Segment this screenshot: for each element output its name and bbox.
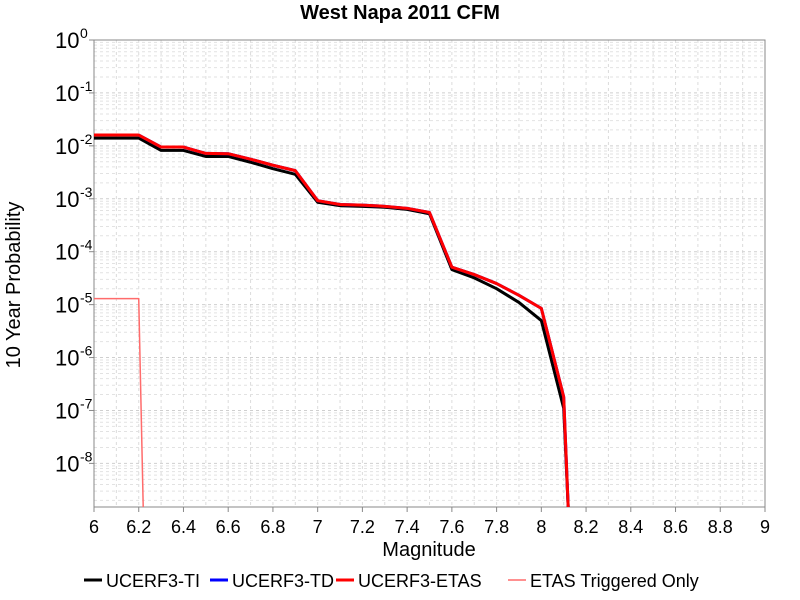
y-tick-label-exponent: -1: [80, 78, 93, 94]
x-tick-label: 6.8: [260, 517, 285, 537]
y-tick-label-base: 10: [55, 81, 79, 106]
legend: UCERF3-TI UCERF3-TD UCERF3-ETAS ETAS Trigge…: [84, 571, 699, 591]
y-tick-label-base: 10: [55, 187, 79, 212]
x-tick-label: 7.6: [439, 517, 464, 537]
x-tick-label: 6.2: [126, 517, 151, 537]
y-tick-label-base: 10: [55, 398, 79, 423]
x-tick-label: 7.4: [395, 517, 420, 537]
x-ticks-layer: 6 6.2 6.4 6.6 6.8 7 7.2 7.4 7.6 7.8 8 8.2 8.4 8.6 8.8 9: [89, 507, 770, 537]
y-axis-label: 10 Year Probability: [3, 202, 25, 369]
x-tick-label: 6.6: [216, 517, 241, 537]
x-tick-label: 9: [760, 517, 770, 537]
legend-item-label: UCERF3-TD: [232, 571, 334, 591]
x-tick-label: 8.4: [618, 517, 643, 537]
x-tick-label: 8.2: [574, 517, 599, 537]
x-tick-label: 8.6: [663, 517, 688, 537]
y-tick-label-base: 10: [55, 240, 79, 265]
x-tick-label: 7.2: [350, 517, 375, 537]
series-line-etas-triggered-only: [94, 297, 144, 507]
y-tick-label-exponent: -3: [80, 184, 93, 200]
y-tick-label-exponent: -5: [80, 290, 93, 306]
y-tick-label-exponent: -8: [80, 448, 93, 464]
grid-layer: [93, 39, 766, 507]
y-tick-label-exponent: -7: [80, 395, 93, 411]
x-tick-label: 7: [313, 517, 323, 537]
series-layer: [94, 133, 570, 507]
y-tick-label-base: 10: [55, 346, 79, 371]
x-tick-label: 6.4: [171, 517, 196, 537]
legend-item-label: UCERF3-TI: [106, 571, 200, 591]
y-tick-label-exponent: -2: [80, 131, 93, 147]
series-line-ucerf3-etas: [94, 133, 570, 507]
chart-title: West Napa 2011 CFM: [300, 2, 500, 24]
y-tick-label-base: 10: [55, 293, 79, 318]
x-tick-label: 8: [536, 517, 546, 537]
y-tick-label-base: 10: [55, 451, 79, 476]
x-tick-label: 6: [89, 517, 99, 537]
x-tick-label: 8.8: [708, 517, 733, 537]
y-tick-label-base: 10: [55, 28, 79, 53]
y-tick-label-exponent: -4: [80, 237, 93, 253]
y-tick-label-exponent: 0: [80, 25, 88, 41]
x-axis-label: Magnitude: [382, 539, 475, 561]
plot-frame: [93, 39, 766, 508]
x-tick-label: 7.8: [484, 517, 509, 537]
y-tick-label-base: 10: [55, 134, 79, 159]
legend-item-label: ETAS Triggered Only: [530, 571, 699, 591]
legend-item-label: UCERF3-ETAS: [358, 571, 482, 591]
y-tick-label-exponent: -6: [80, 343, 93, 359]
